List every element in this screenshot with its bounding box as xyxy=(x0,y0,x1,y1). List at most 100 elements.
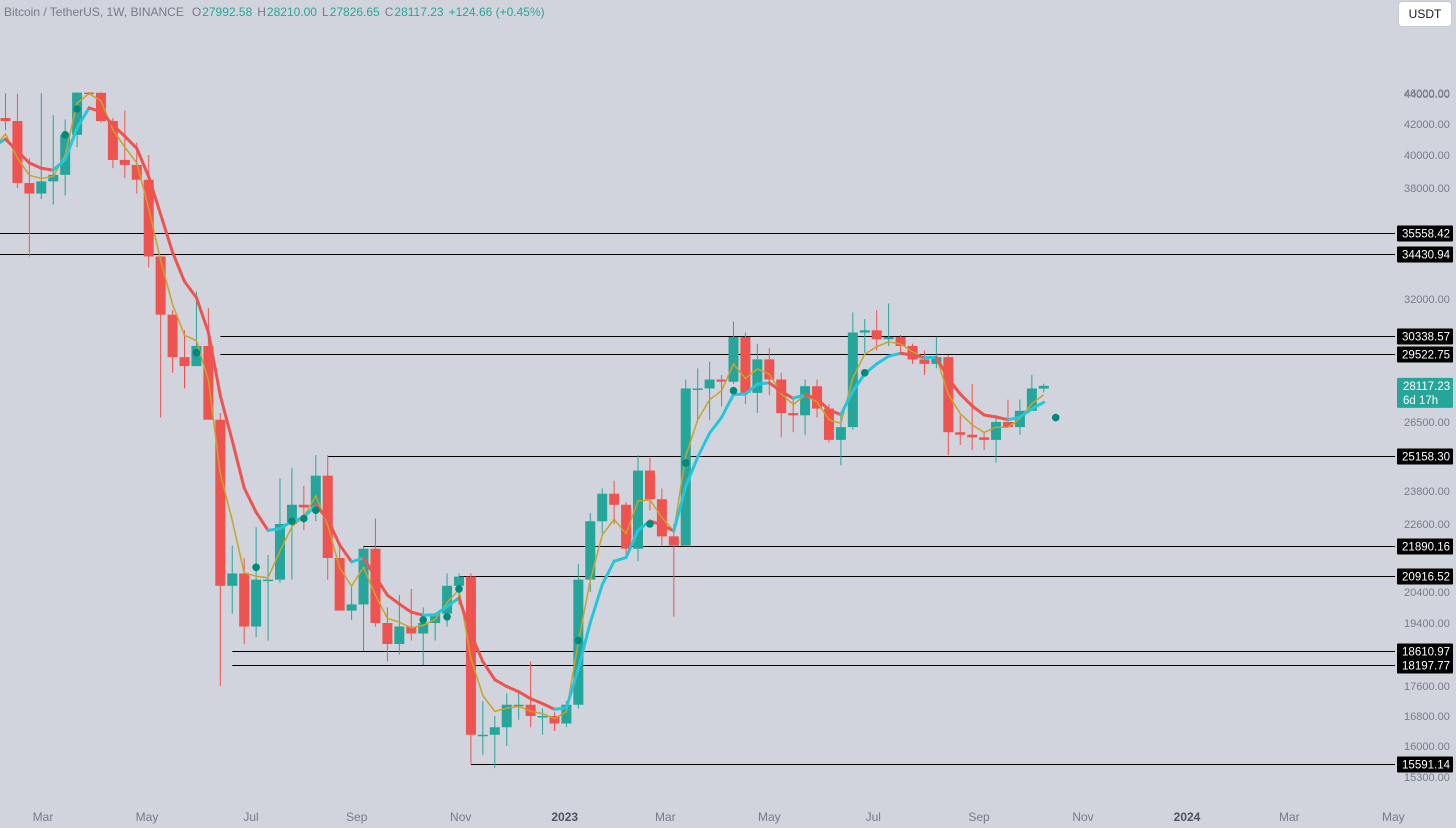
close-label: C xyxy=(384,5,394,19)
low-label: L xyxy=(321,5,329,19)
candle-body[interactable] xyxy=(36,181,47,194)
candle-body[interactable] xyxy=(346,604,357,611)
candle-body[interactable] xyxy=(776,379,787,414)
candle-body[interactable] xyxy=(454,576,464,586)
level-label-box xyxy=(1397,225,1453,242)
ema-slow-segment xyxy=(875,354,891,366)
candle-body[interactable] xyxy=(251,579,262,627)
candle-body[interactable] xyxy=(537,716,548,718)
candle-body[interactable] xyxy=(489,727,500,735)
ema-slow-segment xyxy=(791,393,807,400)
candle-body[interactable] xyxy=(119,159,130,165)
candle-body[interactable] xyxy=(334,558,345,611)
candle-body[interactable] xyxy=(1002,422,1013,428)
candle-body[interactable] xyxy=(1026,388,1037,411)
candle-body[interactable] xyxy=(406,626,417,634)
candle-body[interactable] xyxy=(107,121,118,160)
candle-body[interactable] xyxy=(239,573,250,627)
candle-body[interactable] xyxy=(263,579,274,582)
price-tick-label: 32000.00 xyxy=(1404,294,1450,306)
candle-body[interactable] xyxy=(597,493,608,522)
candle-body[interactable] xyxy=(752,359,763,393)
candle-body[interactable] xyxy=(621,504,632,549)
candle-body[interactable] xyxy=(644,470,655,500)
ema-slow-segment xyxy=(0,137,7,145)
candle-body[interactable] xyxy=(859,330,870,333)
currency-button[interactable]: USDT xyxy=(1399,2,1451,26)
signal-dot xyxy=(1051,413,1060,422)
level-label: 30338.57 xyxy=(1402,332,1450,344)
candle-body[interactable] xyxy=(871,330,882,340)
candle-body[interactable] xyxy=(48,174,59,182)
candle-body[interactable] xyxy=(991,422,1002,440)
time-tick-label: 2024 xyxy=(1174,810,1201,824)
candle-body[interactable] xyxy=(286,504,297,524)
ema-slow-segment xyxy=(27,161,43,170)
candle-body[interactable] xyxy=(692,388,703,390)
candle-body[interactable] xyxy=(322,475,333,558)
ema-slow-segment xyxy=(779,389,795,400)
candle-body[interactable] xyxy=(1038,385,1049,389)
candle-body[interactable] xyxy=(72,92,83,135)
candle-body[interactable] xyxy=(728,337,739,382)
candle-body[interactable] xyxy=(382,623,393,644)
candle-body[interactable] xyxy=(561,704,572,724)
candle-body[interactable] xyxy=(609,493,620,505)
candle-body[interactable] xyxy=(788,413,799,416)
ema-slow-segment xyxy=(3,137,19,153)
signal-dot xyxy=(646,520,654,528)
candle-body[interactable] xyxy=(585,521,596,580)
candle-body[interactable] xyxy=(370,548,381,623)
candle-body[interactable] xyxy=(967,434,978,438)
ema-slow-segment xyxy=(338,543,354,564)
candle-body[interactable] xyxy=(823,408,834,440)
candle-body[interactable] xyxy=(704,379,715,389)
candle-body[interactable] xyxy=(418,623,429,634)
candle-body[interactable] xyxy=(633,470,644,549)
price-tick-label: 26500.00 xyxy=(1404,417,1450,429)
candle-body[interactable] xyxy=(179,357,190,367)
candle-body[interactable] xyxy=(513,704,524,707)
candle-body[interactable] xyxy=(907,345,918,360)
candle-body[interactable] xyxy=(895,337,906,346)
ema-slow-segment xyxy=(373,575,389,597)
candle-body[interactable] xyxy=(477,734,488,737)
candle-body[interactable] xyxy=(298,504,309,508)
ema-slow-segment xyxy=(1030,400,1046,411)
candle-body[interactable] xyxy=(95,92,106,121)
candle-body[interactable] xyxy=(680,388,691,546)
candle-body[interactable] xyxy=(919,359,930,364)
candle-body[interactable] xyxy=(215,419,226,586)
ema-slow-segment xyxy=(827,408,843,417)
candle-body[interactable] xyxy=(525,704,536,716)
time-tick-label: Sep xyxy=(968,810,990,824)
candle-body[interactable] xyxy=(24,183,35,194)
candle-body[interactable] xyxy=(955,432,966,435)
candle-body[interactable] xyxy=(155,256,166,315)
candle-body[interactable] xyxy=(931,357,942,364)
ema-slow-segment xyxy=(755,381,771,386)
candle-body[interactable] xyxy=(310,475,321,508)
candle-body[interactable] xyxy=(501,704,512,728)
candle-body[interactable] xyxy=(668,536,679,546)
candle-body[interactable] xyxy=(0,118,11,121)
candle-body[interactable] xyxy=(143,179,154,257)
candle-body[interactable] xyxy=(394,626,405,645)
candle-body[interactable] xyxy=(358,548,369,605)
candle-body[interactable] xyxy=(227,573,238,586)
candle-body[interactable] xyxy=(835,427,846,440)
candle-body[interactable] xyxy=(131,164,142,180)
candle-body[interactable] xyxy=(979,437,990,440)
candle-body[interactable] xyxy=(800,386,811,416)
candle-body[interactable] xyxy=(883,337,894,340)
candle-body[interactable] xyxy=(167,314,178,358)
candle-body[interactable] xyxy=(549,716,560,724)
ema-slow-segment xyxy=(469,632,485,664)
candle-body[interactable] xyxy=(442,585,453,614)
candle-body[interactable] xyxy=(740,337,751,393)
ema-slow-segment xyxy=(911,353,926,360)
level-label: 15591.14 xyxy=(1402,760,1451,772)
candle-body[interactable] xyxy=(716,379,727,382)
candle-body[interactable] xyxy=(764,359,775,380)
